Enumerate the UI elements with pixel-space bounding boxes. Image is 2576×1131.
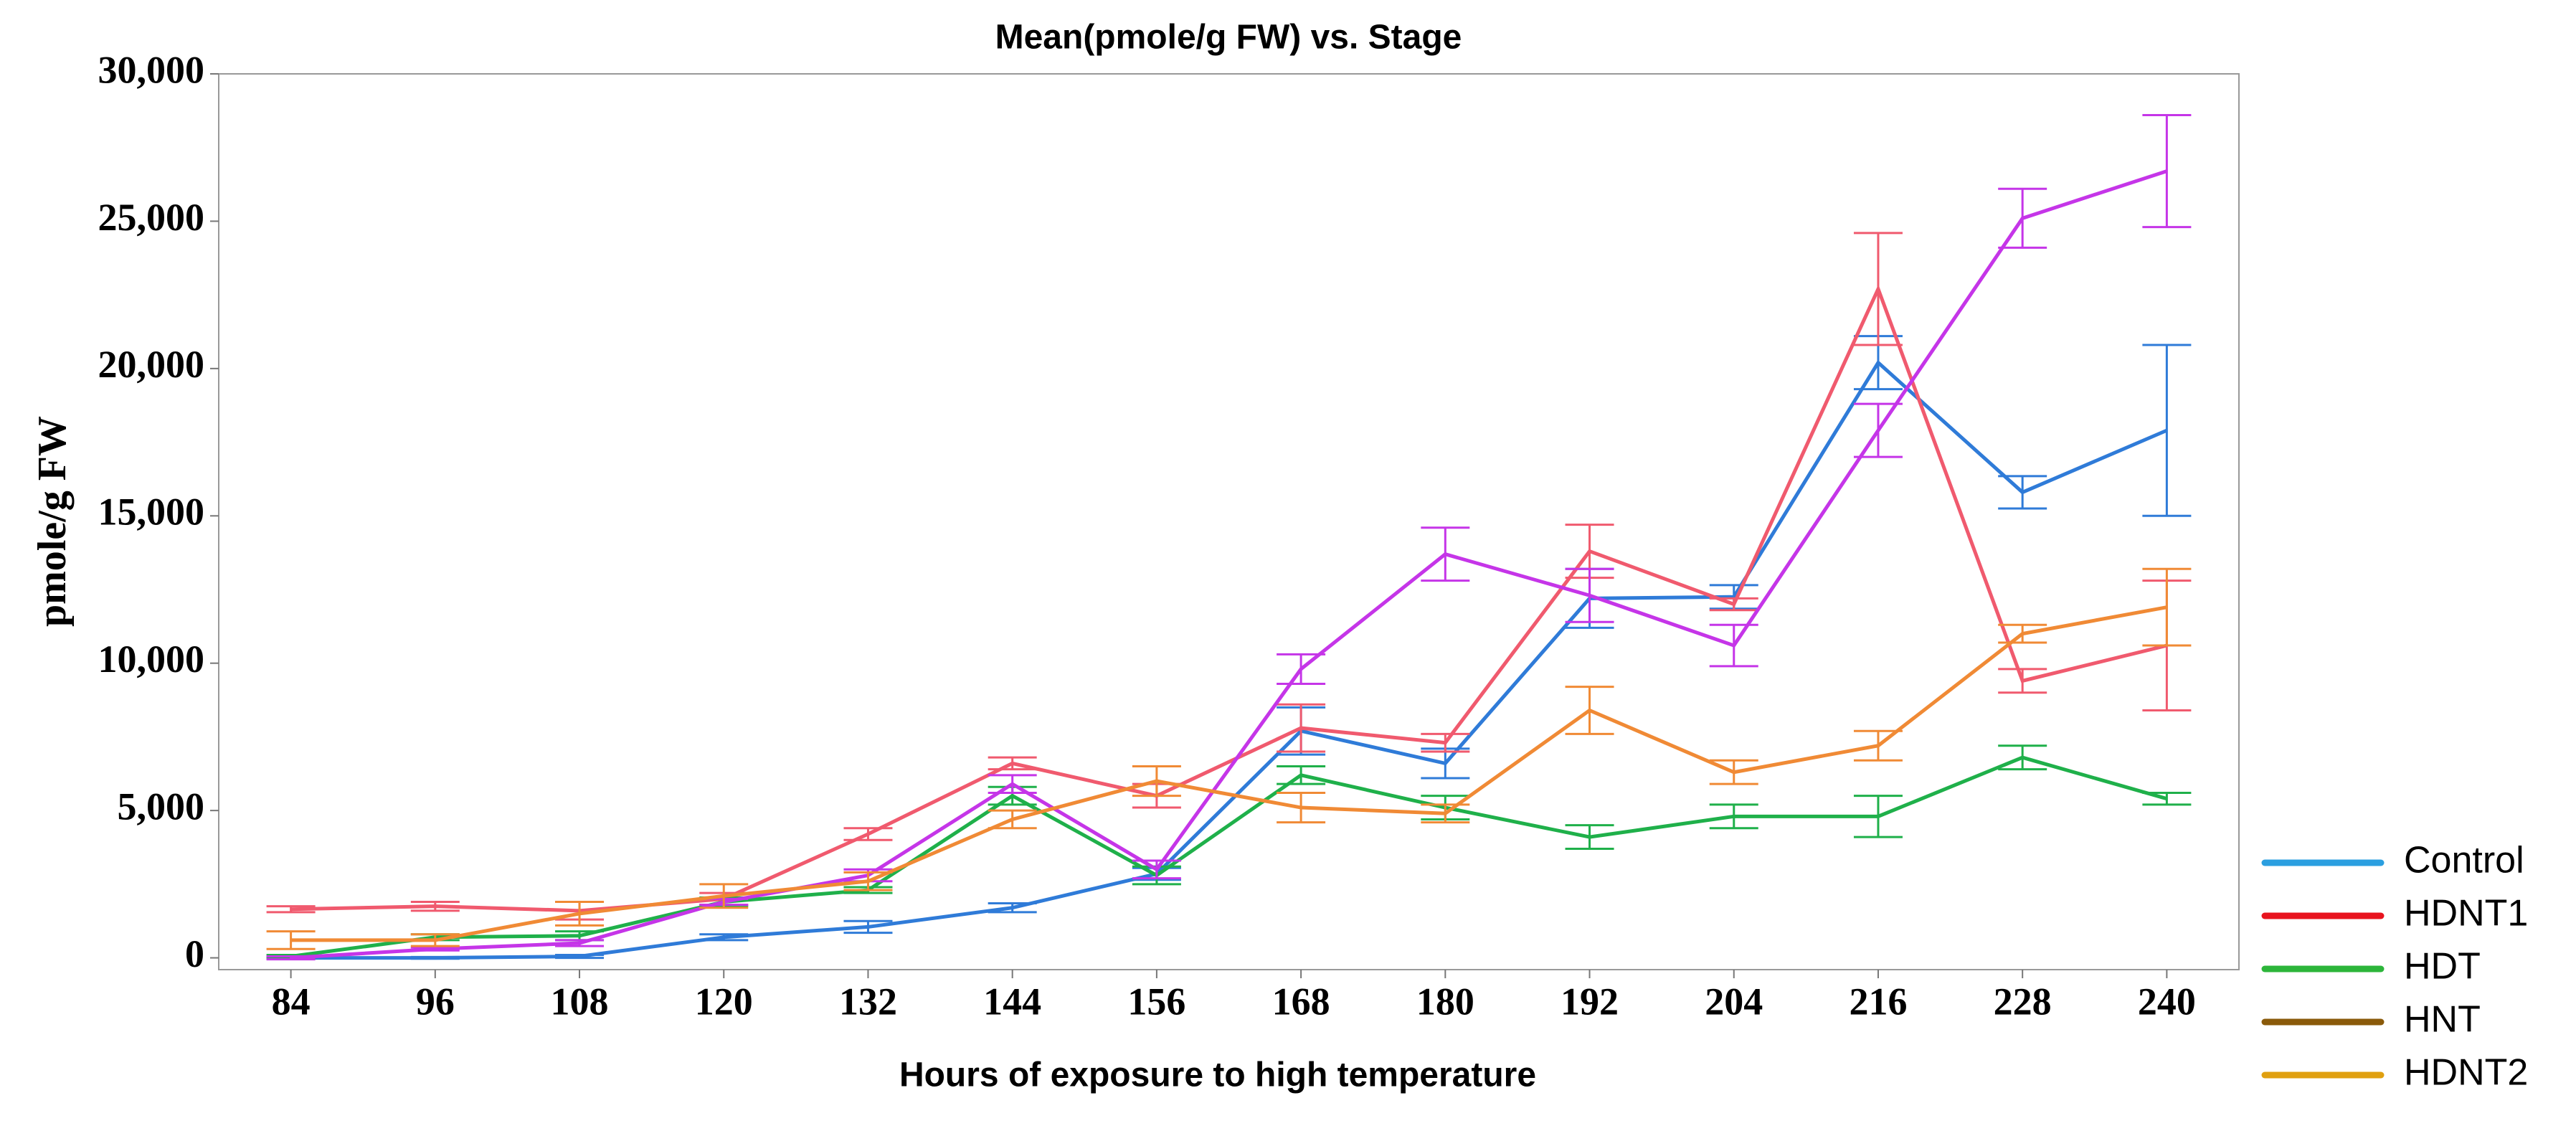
x-tick-label: 228 xyxy=(1994,980,2052,1023)
x-tick-label: 144 xyxy=(983,980,1041,1023)
error-bar xyxy=(988,756,1037,771)
error-bar xyxy=(1998,744,2047,771)
error-bar xyxy=(1853,402,1903,458)
plot-frame xyxy=(218,73,2240,970)
legend-label: HDNT2 xyxy=(2404,1052,2528,1094)
x-tick-label: 180 xyxy=(1416,980,1474,1023)
error-bar xyxy=(1421,732,1470,753)
y-tick-label: 20,000 xyxy=(98,343,205,386)
error-bar xyxy=(266,905,316,914)
error-bar xyxy=(1277,703,1326,753)
error-bar xyxy=(1998,623,2047,644)
error-bar xyxy=(843,871,893,891)
x-tick-label: 192 xyxy=(1561,980,1619,1023)
y-tick-label: 0 xyxy=(185,932,204,975)
error-bar xyxy=(843,919,893,934)
error-bar xyxy=(1277,653,1326,685)
error-bar xyxy=(1998,668,2047,694)
x-tick-label: 84 xyxy=(272,980,311,1023)
error-bar xyxy=(699,883,749,909)
legend-label: HDT xyxy=(2404,946,2481,988)
error-bar xyxy=(1132,765,1181,798)
x-tick-label: 120 xyxy=(695,980,753,1023)
x-tick-label: 96 xyxy=(416,980,455,1023)
y-axis-label: pmole/g FW xyxy=(30,416,75,627)
error-bar xyxy=(410,946,460,952)
error-bar xyxy=(1277,791,1326,824)
error-bar xyxy=(2142,114,2192,229)
legend-label: HDNT1 xyxy=(2404,893,2528,934)
error-bar xyxy=(555,939,605,947)
series-line xyxy=(290,359,2168,960)
error-bar xyxy=(1421,803,1470,824)
error-bar xyxy=(699,933,749,942)
y-tick-label: 15,000 xyxy=(98,491,205,534)
x-tick-label: 156 xyxy=(1127,980,1185,1023)
x-tick-label: 132 xyxy=(839,980,897,1023)
error-bar xyxy=(1565,567,1614,623)
error-bar xyxy=(2142,567,2192,647)
error-bar xyxy=(1998,187,2047,249)
error-bar xyxy=(1709,597,1758,612)
error-bar xyxy=(410,955,460,960)
error-bar xyxy=(266,930,316,950)
error-bar xyxy=(1709,803,1758,830)
error-bar xyxy=(1565,686,1614,735)
series-line xyxy=(290,605,2167,942)
error-bar xyxy=(1277,765,1326,785)
error-bar xyxy=(410,933,460,947)
x-tick-label: 168 xyxy=(1272,980,1330,1023)
series-line xyxy=(290,755,2168,958)
x-tick-label: 216 xyxy=(1849,980,1907,1023)
error-bar xyxy=(843,827,893,841)
error-bar xyxy=(1565,824,1614,851)
legend-label: HNT xyxy=(2404,999,2481,1041)
error-bar xyxy=(410,901,460,912)
error-bar xyxy=(2142,791,2192,806)
x-tick-label: 204 xyxy=(1705,980,1763,1023)
series-line xyxy=(290,169,2168,960)
chart-title: Mean(pmole/g FW) vs. Stage xyxy=(995,19,1462,57)
error-bar xyxy=(2142,344,2192,517)
error-bar xyxy=(1853,795,1903,838)
y-tick-label: 25,000 xyxy=(98,196,205,239)
error-bar xyxy=(1132,859,1181,880)
error-bar xyxy=(555,953,605,960)
error-bar xyxy=(1421,747,1470,780)
error-bar xyxy=(1709,759,1758,785)
error-bar xyxy=(266,955,316,961)
x-axis-label: Hours of exposure to high temperature xyxy=(899,1056,1536,1094)
legend-label: Control xyxy=(2404,840,2524,881)
y-tick-label: 5,000 xyxy=(118,785,205,828)
error-bar xyxy=(988,902,1037,914)
error-bar xyxy=(1998,475,2047,510)
error-bar xyxy=(1421,526,1470,582)
series-line xyxy=(290,284,2167,913)
error-bar xyxy=(988,809,1037,830)
error-bar xyxy=(988,774,1037,794)
x-tick-label: 108 xyxy=(551,980,609,1023)
y-tick-label: 30,000 xyxy=(98,48,205,91)
error-bar xyxy=(1853,232,1903,346)
error-bar xyxy=(555,901,605,927)
error-bar xyxy=(1709,623,1758,668)
y-tick-label: 10,000 xyxy=(98,638,205,681)
error-bar xyxy=(1853,729,1903,762)
x-tick-label: 240 xyxy=(2138,980,2196,1023)
